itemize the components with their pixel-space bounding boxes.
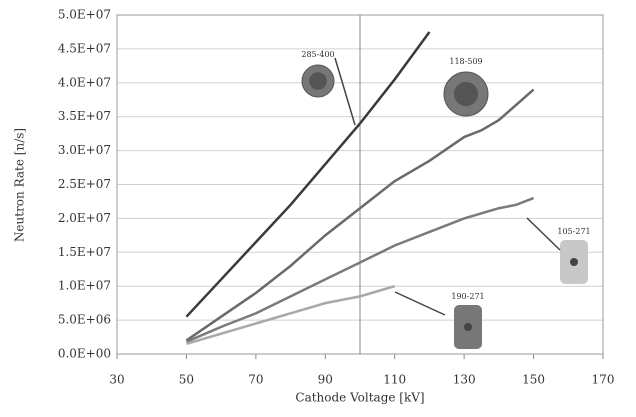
series-line (186, 286, 394, 344)
y-tick-label: 1.5E+07 (58, 245, 111, 259)
leader-line (395, 292, 445, 315)
x-axis-label: Cathode Voltage [kV] (295, 391, 424, 405)
x-tick-label: 50 (179, 373, 194, 387)
y-tick-label: 5.0E+06 (58, 313, 111, 327)
x-tick-label: 170 (592, 373, 615, 387)
chart: Cathode Voltage [kV] Neutron Rate [n/s] … (0, 0, 636, 413)
y-tick-label: 3.0E+07 (58, 143, 111, 157)
y-tick-label: 5.0E+07 (58, 8, 111, 22)
annotation: 190-271 (451, 292, 484, 301)
device-icon (309, 72, 327, 90)
leader-line (527, 218, 560, 250)
x-tick-label: 150 (522, 373, 545, 387)
x-tick-label: 30 (109, 373, 124, 387)
y-tick-label: 4.5E+07 (58, 41, 111, 55)
y-tick-label: 2.5E+07 (58, 177, 111, 191)
y-axis-label: Neutron Rate [n/s] (13, 128, 27, 242)
y-tick-label: 1.0E+07 (58, 279, 111, 293)
device-icon (454, 82, 478, 106)
leader-line (335, 58, 355, 125)
x-tick-label: 70 (248, 373, 263, 387)
annotation: 285-400 (301, 50, 334, 59)
x-tick-label: 90 (318, 373, 333, 387)
y-tick-label: 3.5E+07 (58, 109, 111, 123)
y-tick-label: 2.0E+07 (58, 211, 111, 225)
x-tick-label: 130 (453, 373, 476, 387)
x-tick-label: 110 (383, 373, 406, 387)
device-icon (570, 258, 578, 266)
device-icon (464, 323, 472, 331)
y-tick-label: 4.0E+07 (58, 75, 111, 89)
annotation: 118-509 (449, 57, 482, 66)
y-tick-label: 0.0E+00 (58, 347, 111, 361)
annotation: 105-271 (557, 227, 590, 236)
